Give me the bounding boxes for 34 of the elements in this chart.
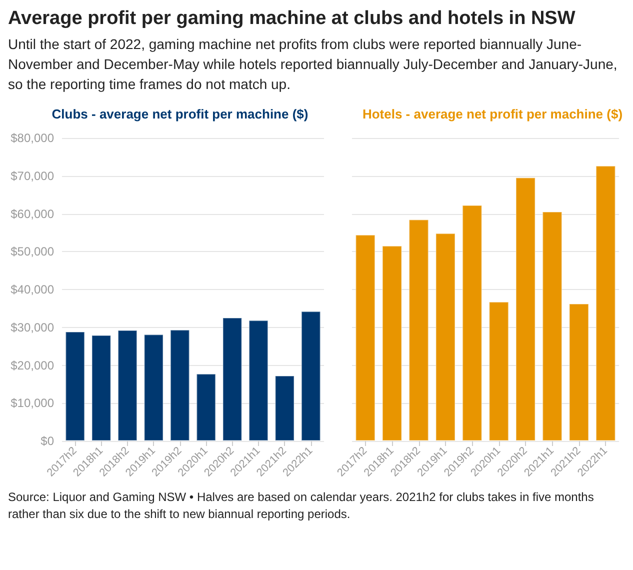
y-tick-label: $20,000 bbox=[10, 358, 54, 372]
bar bbox=[65, 332, 85, 441]
bar bbox=[274, 375, 295, 441]
source-note: Source: Liquor and Gaming NSW • Halves are based on calendar years. 2021h2 for clubs takes in five months rather than six due to the shift to new biannual reporting periods. bbox=[8, 489, 595, 523]
bar bbox=[542, 211, 562, 441]
y-tick-label: $70,000 bbox=[10, 168, 54, 183]
bar bbox=[144, 334, 164, 441]
bar bbox=[118, 330, 138, 441]
chart-subtitle: Until the start of 2022, gaming machine net profits from clubs were reported biannually June-November and December-May while hotels reported biannually July-December and January-June, so the reporting time frames do not match up. bbox=[8, 35, 618, 94]
bar bbox=[355, 234, 376, 441]
bar bbox=[462, 205, 482, 441]
bar bbox=[170, 330, 190, 441]
y-tick-label: $40,000 bbox=[10, 282, 54, 296]
bar bbox=[488, 302, 509, 441]
bar bbox=[382, 246, 402, 441]
bar bbox=[408, 219, 429, 441]
bar bbox=[248, 320, 268, 441]
y-tick-label: $60,000 bbox=[10, 206, 54, 221]
y-tick-label: $0 bbox=[40, 434, 54, 448]
y-tick-label: $10,000 bbox=[10, 396, 54, 410]
bar bbox=[196, 374, 216, 441]
bar bbox=[568, 304, 589, 441]
text: Clubs - average net profit per machine ($) bbox=[52, 106, 308, 122]
bar bbox=[91, 334, 112, 441]
chart-title: Average profit per gaming machine at clubs and hotels in NSW bbox=[8, 7, 576, 31]
y-tick-label: $50,000 bbox=[10, 244, 54, 259]
bar bbox=[435, 233, 456, 441]
bar bbox=[516, 177, 536, 441]
y-tick-label: $30,000 bbox=[10, 320, 54, 334]
y-tick-label: $80,000 bbox=[10, 131, 54, 145]
bar bbox=[222, 318, 242, 441]
bar bbox=[596, 166, 616, 441]
text: Hotels - average net profit per machine ($) bbox=[362, 106, 623, 122]
bar bbox=[301, 311, 321, 441]
